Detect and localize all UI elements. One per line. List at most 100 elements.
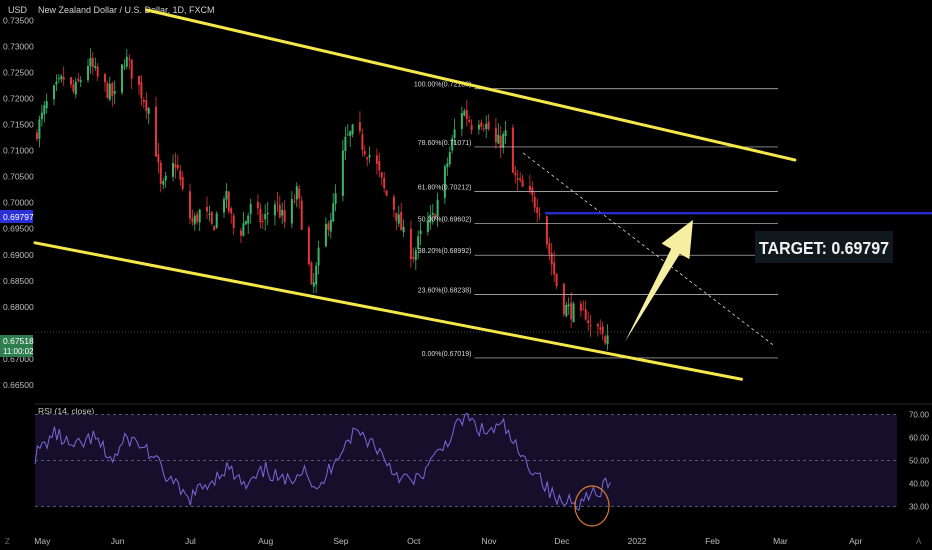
candle [70,76,72,88]
candle [550,242,553,276]
fib-trend-line [522,152,774,346]
fib-level-label: 38.20%(0.68992) [418,248,472,255]
candle [295,182,298,208]
candle [230,206,233,224]
last-price-badge [0,335,33,357]
candle [315,262,318,293]
price-axis: 0.73500 0.73000 0.72500 0.72000 0.71500 0.710… [3,15,34,390]
candle [397,205,400,228]
candle [477,120,480,135]
candle [215,211,218,230]
candle [446,157,449,176]
target-annotation[interactable]: TARGET: 0.69797 [759,238,889,258]
candle [164,171,167,188]
candle [278,195,281,219]
candle [242,212,245,237]
rsi-band [35,414,897,507]
price-tick-label: 0.70500 [3,172,34,182]
candle [368,146,371,164]
candle [111,81,114,107]
fib-level-label: 100.00%(0.72188) [414,82,472,89]
channel-upper-line[interactable] [145,8,797,162]
candle [140,75,143,106]
fib-level-label: 23.60%(0.68238) [418,287,472,294]
fib-retracement[interactable]: 100.00%(0.72188) 78.60%(0.71071) 61.80%(0.… [414,82,778,359]
candle [485,115,488,139]
rsi-tick-label: 60.00 [909,434,930,443]
candle [276,191,279,213]
candle [555,273,558,290]
candle [77,73,80,83]
candle [482,123,485,132]
candle [511,124,514,173]
rsi-tick-label: 30.00 [909,503,930,512]
rsi-tick-label: 70.00 [909,411,930,420]
candle [155,96,157,157]
candle [162,178,165,190]
price-tick-label: 0.67000 [3,354,34,364]
time-tick-label: Jul [185,536,196,546]
candle [79,76,82,87]
candle [72,79,75,94]
candle [516,170,519,191]
candle [434,212,437,220]
candle [179,164,182,187]
time-axis: May Jun Jul Aug Sep Oct Nov Dec 2022 Feb Mar Apr [34,536,862,546]
candle [395,212,398,231]
candle [113,80,116,105]
target-price-badge [0,210,33,223]
time-tick-label: Feb [705,536,720,546]
channel-lines[interactable] [33,8,797,381]
candle [436,192,439,227]
candle [584,300,587,321]
rsi-line [34,412,611,512]
candle [94,57,97,71]
target-arrow-shape[interactable] [625,219,693,342]
last-price-badge-label: 0.67518 [3,336,34,346]
candle [181,171,184,192]
candle [562,282,565,317]
candle [567,297,570,315]
candle [240,227,242,244]
candle [487,113,490,131]
candle [266,201,269,226]
candle [104,72,106,92]
candle [193,212,196,231]
candle [460,106,463,137]
candle [361,128,364,157]
candle [57,74,60,84]
candle [565,301,568,318]
candle [176,154,179,171]
candle [417,230,420,259]
candle [572,301,575,323]
candle [604,334,607,346]
candle [375,148,378,175]
candle [344,126,347,161]
candle [587,311,590,331]
candle [494,117,497,149]
candle [351,123,354,138]
candle [223,196,225,218]
candle [327,220,330,237]
candle [256,194,259,215]
candle [310,260,313,285]
symbol-title[interactable]: New Zealand Dollar / U.S. Dollar, 1D, FX… [38,5,215,15]
z-button[interactable]: Z [5,537,10,546]
candle [91,52,94,76]
candle [366,156,369,167]
rsi-oversold-circle[interactable] [574,485,610,527]
candle [210,211,213,226]
candle [281,202,284,224]
target-annotation-bg [755,231,893,263]
candle [465,100,468,127]
channel-lower-line[interactable] [33,241,744,381]
candle [198,208,201,232]
target-arrow[interactable] [625,219,693,342]
fib-level-label: 50.00%(0.69602) [418,216,472,223]
time-tick-label: Mar [773,536,788,546]
a-button[interactable]: A [916,537,922,546]
candle [130,59,133,89]
candle [298,185,301,209]
candle [538,207,541,220]
